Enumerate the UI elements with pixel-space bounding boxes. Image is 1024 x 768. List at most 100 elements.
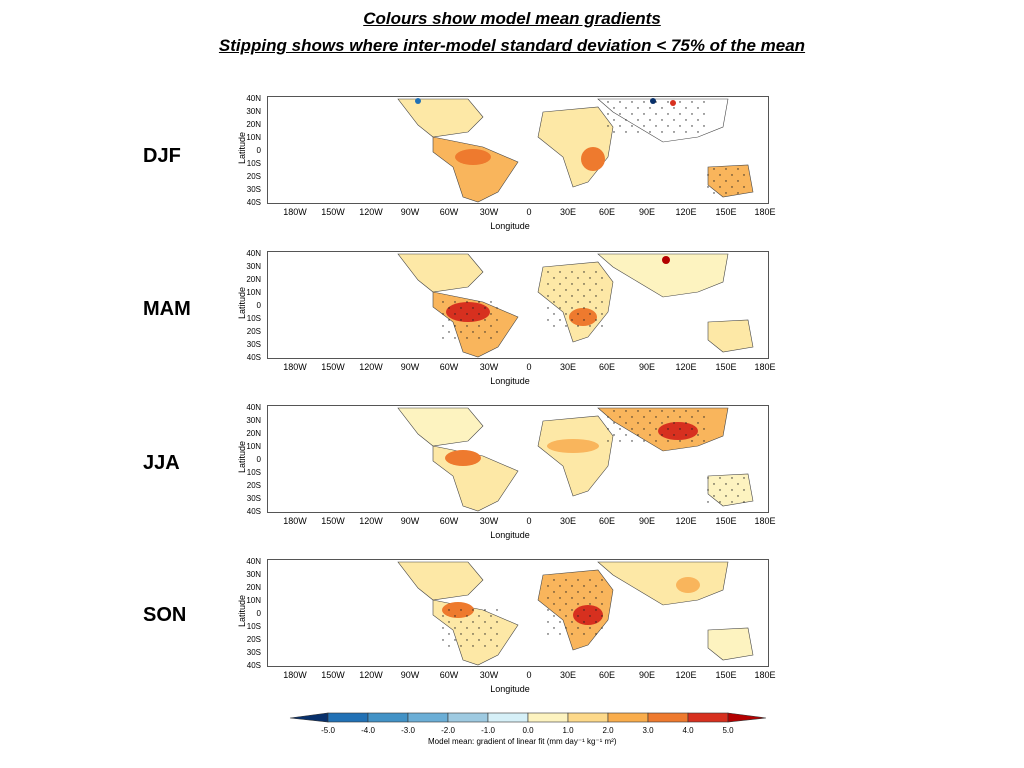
- stipple-dot: [571, 621, 573, 623]
- stipple-dot: [571, 283, 573, 285]
- stipple-dot: [625, 131, 627, 133]
- lat-tick: 30N: [246, 416, 261, 425]
- lon-tick: 120W: [359, 516, 383, 526]
- stipple-dot: [589, 325, 591, 327]
- stipple-dot: [667, 125, 669, 127]
- lat-tick: 30S: [246, 494, 261, 503]
- stipple-dot: [649, 119, 651, 121]
- stipple-dot: [583, 597, 585, 599]
- lat-tick: 10N: [246, 442, 261, 451]
- stipple-dot: [547, 295, 549, 297]
- stipple-dot: [595, 597, 597, 599]
- stipple-dot: [466, 337, 468, 339]
- stipple-dot: [697, 410, 699, 412]
- stipple-dot: [583, 283, 585, 285]
- lon-tick: 0: [526, 670, 532, 680]
- lat-tick: 40N: [246, 557, 261, 566]
- stipple-dot: [737, 483, 739, 485]
- stipple-dot: [719, 477, 721, 479]
- stipple-dot: [589, 615, 591, 617]
- stipple-dot: [571, 633, 573, 635]
- stipple-dot: [691, 440, 693, 442]
- stipple-dot: [547, 609, 549, 611]
- lon-tick: 120E: [675, 207, 697, 217]
- stipple-dot: [725, 483, 727, 485]
- stipple-dot: [667, 416, 669, 418]
- lat-tick: 30S: [246, 340, 261, 349]
- stipple-dot: [448, 609, 450, 611]
- lat-tick: 10N: [246, 596, 261, 605]
- lon-tick: 60W: [439, 207, 459, 217]
- stipple-dot: [595, 295, 597, 297]
- lat-tick: 0: [256, 455, 261, 464]
- lon-tick: 30E: [559, 516, 577, 526]
- colorbar-seg: [487, 712, 529, 723]
- map-plot-area: [267, 96, 769, 204]
- stipple-dot: [625, 107, 627, 109]
- stipple-dot: [565, 591, 567, 593]
- lon-tick: 120E: [675, 670, 697, 680]
- lat-tick: 20N: [246, 275, 261, 284]
- lat-tick: 10S: [246, 159, 261, 168]
- stipple-dot: [595, 271, 597, 273]
- stipple-dot: [743, 489, 745, 491]
- stipple-dot: [454, 627, 456, 629]
- stipple-dot: [559, 621, 561, 623]
- lon-tick: 120E: [675, 362, 697, 372]
- lat-tick: 20N: [246, 120, 261, 129]
- stipple-dot: [547, 283, 549, 285]
- stipple-dot: [737, 192, 739, 194]
- stipple-dot: [697, 107, 699, 109]
- stipple-dot: [731, 489, 733, 491]
- lon-tick: 150E: [715, 670, 737, 680]
- stipple-dot: [460, 331, 462, 333]
- stipple-dot: [607, 416, 609, 418]
- stipple-dot: [553, 301, 555, 303]
- stipple-dot: [707, 174, 709, 176]
- stipple-dot: [484, 645, 486, 647]
- stipple-dot: [673, 410, 675, 412]
- lon-tick: 180W: [283, 516, 307, 526]
- lon-tick: 60E: [598, 516, 616, 526]
- stipple-dot: [490, 627, 492, 629]
- stipple-dot: [619, 428, 621, 430]
- stipple-dot: [454, 301, 456, 303]
- stipple-dot: [442, 325, 444, 327]
- lon-tick: 150E: [715, 362, 737, 372]
- lon-tick: 60E: [598, 362, 616, 372]
- stipple-dot: [460, 307, 462, 309]
- season-label-mam: MAM: [143, 298, 191, 320]
- stipple-dot: [547, 271, 549, 273]
- stipple-dot: [565, 325, 567, 327]
- stipple-dot: [553, 603, 555, 605]
- map-svg: [397, 407, 754, 512]
- stipple-dot: [571, 307, 573, 309]
- stipple-dot: [448, 645, 450, 647]
- stipple-dot: [559, 271, 561, 273]
- stipple-dot: [583, 295, 585, 297]
- map-panel-mam: Latitude 40N 30N 20N 10N 0 10S 20S 30S 4…: [235, 249, 780, 409]
- lon-tick: 90W: [400, 516, 420, 526]
- stipple-dot: [595, 585, 597, 587]
- colorbar-seg: [567, 712, 609, 723]
- lat-tick: 40S: [246, 507, 261, 516]
- stipple-dot: [547, 585, 549, 587]
- stipple-dot: [655, 125, 657, 127]
- stipple-dot: [719, 186, 721, 188]
- stipple-dot: [577, 615, 579, 617]
- stipple-dot: [601, 591, 603, 593]
- stipple-dot: [595, 319, 597, 321]
- stipple-dot: [619, 101, 621, 103]
- stipple-dot: [559, 283, 561, 285]
- colorbar-label: -5.0: [321, 726, 335, 735]
- stipple-dot: [725, 192, 727, 194]
- map-panel-jja: Latitude 40N 30N 20N 10N 0 10S 20S 30S 4…: [235, 403, 780, 563]
- stipple-dot: [655, 416, 657, 418]
- season-label-son: SON: [143, 604, 187, 626]
- stipple-dot: [691, 101, 693, 103]
- stipple-dot: [691, 416, 693, 418]
- lon-tick: 60W: [439, 516, 459, 526]
- stipple-dot: [496, 633, 498, 635]
- colorbar-title: Model mean: gradient of linear fit (mm d…: [428, 737, 617, 746]
- stipple-dot: [703, 428, 705, 430]
